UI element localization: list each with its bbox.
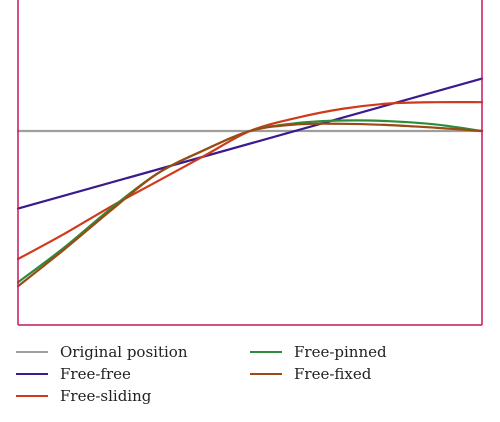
legend-item-free-pinned: Free-pinned	[250, 342, 387, 362]
legend-item-free-free: Free-free	[16, 364, 131, 384]
legend-swatch-free-fixed	[250, 373, 282, 375]
legend-label-free-fixed: Free-fixed	[294, 365, 372, 383]
plot-lines	[16, 77, 484, 288]
chart	[16, 0, 484, 326]
legend-item-free-sliding: Free-sliding	[16, 386, 151, 406]
legend-swatch-free-sliding	[16, 395, 48, 397]
legend-swatch-free-free	[16, 373, 48, 375]
legend-swatch-original-position	[16, 351, 48, 353]
series-line-free-free	[16, 77, 484, 210]
legend-label-free-pinned: Free-pinned	[294, 343, 387, 361]
legend-item-free-fixed: Free-fixed	[250, 364, 371, 384]
legend: Original position Free-free Free-sliding…	[16, 340, 486, 410]
legend-label-original-position: Original position	[60, 343, 188, 361]
series-line-free-fixed	[16, 122, 484, 288]
legend-swatch-free-pinned	[250, 351, 282, 353]
legend-label-free-free: Free-free	[60, 365, 131, 383]
legend-label-free-sliding: Free-sliding	[60, 387, 152, 405]
legend-item-original-position: Original position	[16, 342, 187, 362]
